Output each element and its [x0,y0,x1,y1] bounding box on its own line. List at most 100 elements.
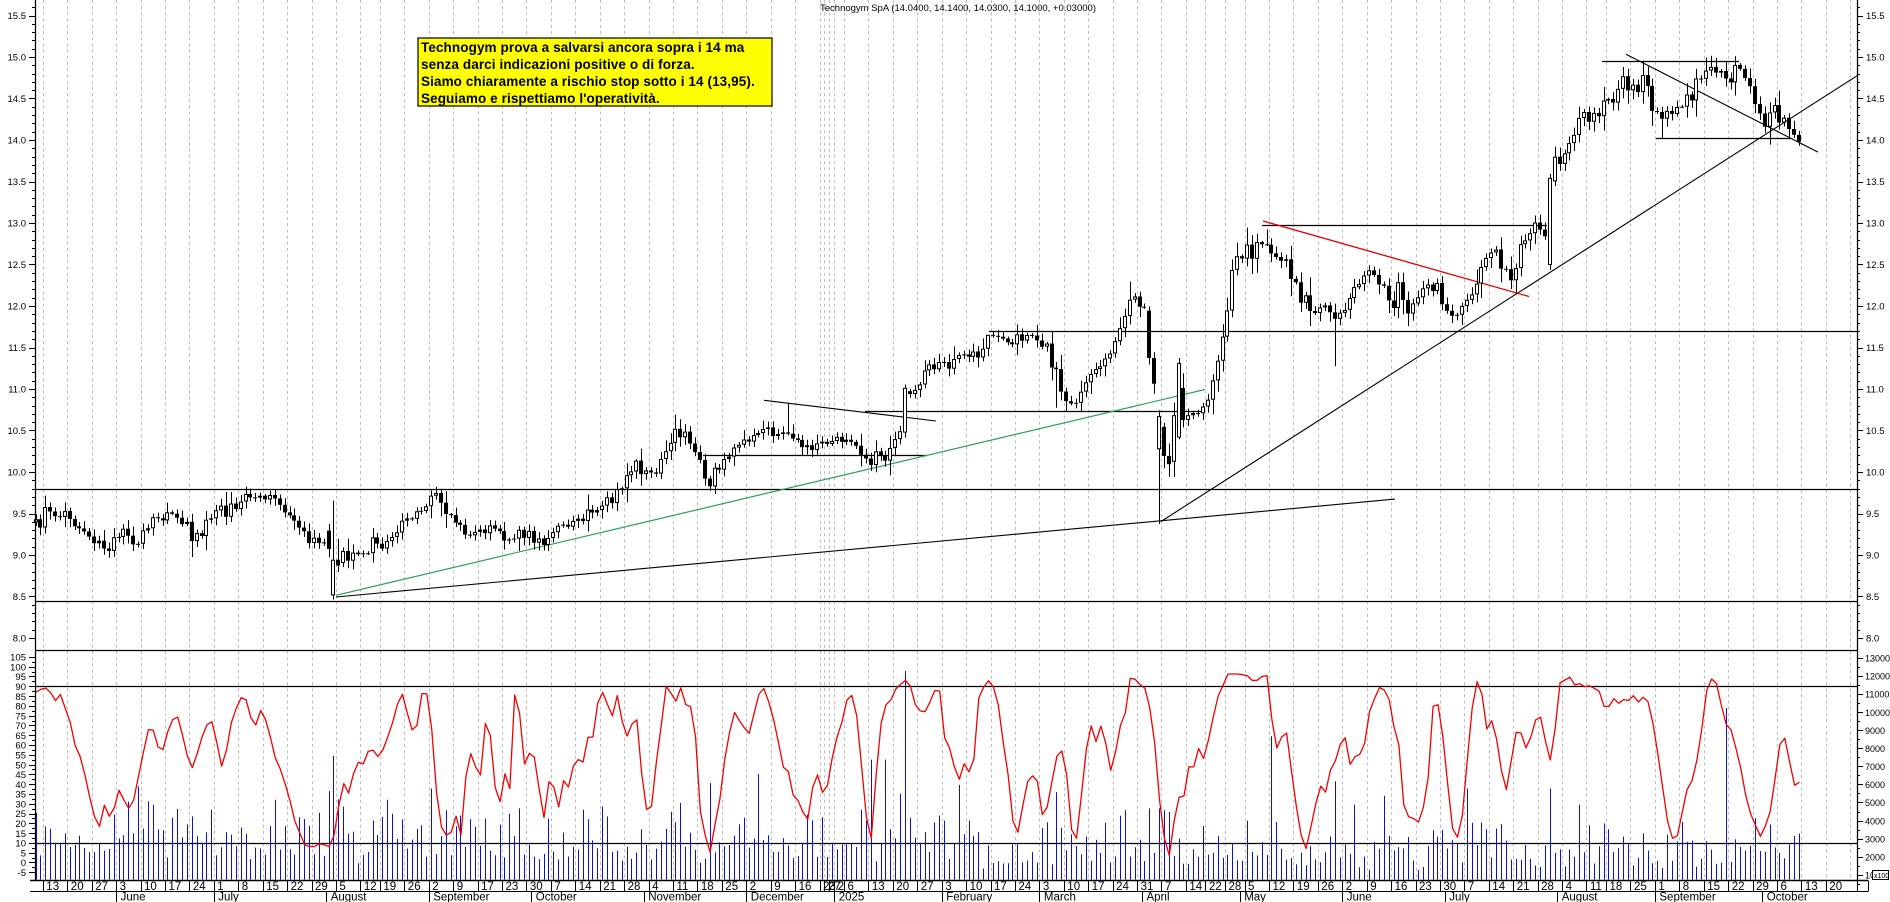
svg-text:30: 30 [530,881,543,893]
svg-text:August: August [1562,892,1599,902]
svg-text:13.5: 13.5 [1866,177,1885,188]
svg-text:25: 25 [725,881,738,893]
svg-text:11.0: 11.0 [1866,385,1884,396]
svg-text:7: 7 [1165,881,1171,893]
svg-text:15.0: 15.0 [1866,53,1885,64]
svg-text:October: October [536,892,577,902]
svg-text:7: 7 [1468,881,1474,893]
svg-text:22: 22 [1732,881,1745,893]
svg-text:14: 14 [1492,881,1505,893]
svg-text:9.0: 9.0 [13,551,26,562]
svg-text:21: 21 [603,881,616,893]
svg-text:5: 5 [1248,881,1254,893]
svg-text:10000: 10000 [1865,708,1890,718]
svg-text:26: 26 [408,881,421,893]
svg-text:x100: x100 [1874,873,1889,880]
svg-text:23: 23 [1419,881,1432,893]
svg-text:17: 17 [481,881,494,893]
svg-text:June: June [121,892,146,902]
svg-text:2000: 2000 [1865,853,1885,863]
svg-text:100: 100 [10,662,26,673]
svg-text:25: 25 [15,809,26,820]
svg-text:9000: 9000 [1865,726,1885,736]
svg-text:Siamo chiaramente a rischio st: Siamo chiaramente a rischio stop sotto i… [421,74,755,89]
svg-text:20: 20 [15,819,26,830]
svg-text:15: 15 [266,881,279,893]
svg-text:6000: 6000 [1865,780,1885,790]
svg-text:8: 8 [242,881,248,893]
svg-text:9: 9 [1370,881,1376,893]
svg-text:Seguiamo e rispettiamo l'opera: Seguiamo e rispettiamo l'operatività. [421,91,660,106]
svg-text:30: 30 [1443,881,1456,893]
svg-text:29: 29 [315,881,328,893]
svg-text:13.0: 13.0 [1866,219,1885,230]
svg-text:14.0: 14.0 [1866,136,1885,147]
svg-text:55: 55 [15,751,26,762]
svg-text:22: 22 [291,881,304,893]
svg-text:3: 3 [120,881,126,893]
svg-text:12: 12 [1273,881,1286,893]
svg-text:8.5: 8.5 [13,592,26,603]
svg-text:10: 10 [144,881,157,893]
svg-text:10.0: 10.0 [8,468,27,479]
svg-text:3: 3 [1043,881,1049,893]
svg-text:14: 14 [579,881,592,893]
svg-text:27: 27 [95,881,108,893]
svg-text:May: May [1244,892,1266,902]
svg-text:10.5: 10.5 [1866,426,1885,437]
svg-text:50: 50 [15,760,26,771]
svg-text:3000: 3000 [1865,834,1885,844]
svg-text:7: 7 [554,881,560,893]
svg-text:12.0: 12.0 [1866,302,1885,313]
svg-text:23: 23 [823,881,836,893]
svg-text:15.5: 15.5 [1866,11,1885,22]
svg-text:19: 19 [1297,881,1310,893]
svg-text:5000: 5000 [1865,798,1885,808]
svg-text:September: September [1659,892,1715,902]
svg-text:2: 2 [838,881,844,893]
svg-text:8: 8 [1683,881,1689,893]
svg-text:35: 35 [15,790,26,801]
svg-text:Technogym SpA (14.0400, 14.140: Technogym SpA (14.0400, 14.1400, 14.0300… [820,3,1096,14]
svg-text:15: 15 [1707,881,1720,893]
svg-text:November: November [648,892,701,902]
svg-text:4000: 4000 [1865,816,1885,826]
svg-text:10: 10 [970,881,983,893]
svg-text:March: March [1044,892,1076,902]
svg-text:13.0: 13.0 [8,219,27,230]
svg-text:19: 19 [383,881,396,893]
svg-text:17: 17 [994,881,1007,893]
svg-text:27: 27 [828,881,841,893]
svg-text:July: July [218,892,239,902]
svg-text:13: 13 [1805,881,1818,893]
svg-text:Technogym prova a salvarsi anc: Technogym prova a salvarsi ancora sopra … [421,40,745,55]
svg-text:26: 26 [1321,881,1334,893]
svg-text:9.0: 9.0 [1866,551,1879,562]
svg-text:40: 40 [15,780,26,791]
svg-text:December: December [751,892,804,902]
svg-text:5: 5 [339,881,345,893]
svg-text:16: 16 [1395,881,1408,893]
svg-text:20: 20 [71,881,84,893]
svg-text:2: 2 [1346,881,1352,893]
svg-text:June: June [1347,892,1372,902]
svg-text:13000: 13000 [1865,654,1890,664]
svg-text:29: 29 [1756,881,1769,893]
svg-text:10.0: 10.0 [1866,468,1885,479]
svg-text:12.0: 12.0 [8,302,27,313]
svg-text:September: September [433,892,489,902]
svg-text:3: 3 [945,881,951,893]
svg-text:14.0: 14.0 [8,136,27,147]
svg-text:12.5: 12.5 [8,260,27,271]
svg-text:2: 2 [432,881,438,893]
svg-text:October: October [1767,892,1808,902]
svg-text:13: 13 [872,881,885,893]
svg-text:9: 9 [457,881,463,893]
svg-text:6: 6 [848,881,854,893]
svg-text:60: 60 [15,741,26,752]
svg-text:2025: 2025 [839,892,865,902]
svg-text:11.5: 11.5 [1866,343,1884,354]
svg-text:9: 9 [774,881,780,893]
svg-text:10: 10 [15,839,26,850]
svg-text:15.5: 15.5 [8,11,27,22]
